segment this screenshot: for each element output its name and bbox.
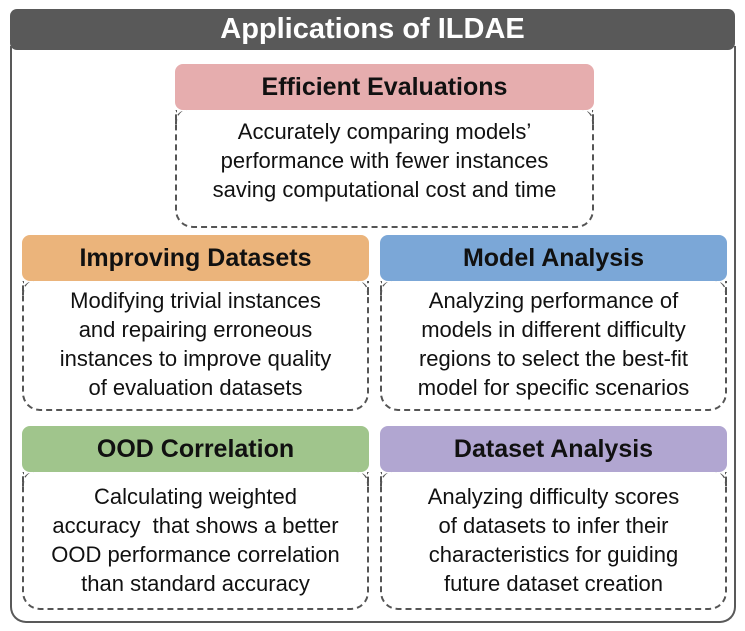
description-line: Analyzing performance of (428, 288, 679, 313)
description-line: future dataset creation (444, 571, 663, 596)
description-line: instances to improve quality (59, 346, 332, 371)
description-line: Modifying trivial instances (70, 288, 321, 313)
applications-container (10, 46, 736, 623)
description-line: model for specific scenarios (417, 375, 690, 400)
diagram-title: Applications of ILDAE (10, 9, 735, 50)
dataset-analysis-description: Analyzing difficulty scores of datasets … (380, 472, 727, 610)
dataset-analysis-header: Dataset Analysis (380, 426, 727, 472)
description-line: performance with fewer instances (220, 148, 549, 173)
description-line: regions to select the best-fit (418, 346, 689, 371)
description-line: of datasets to infer their (438, 513, 669, 538)
ood-correlation-description: Calculating weighted accuracy that shows… (22, 472, 369, 610)
description-line: Accurately comparing models’ (237, 119, 532, 144)
efficient-evaluations-header: Efficient Evaluations (175, 64, 594, 110)
ood-correlation-header: OOD Correlation (22, 426, 369, 472)
model-analysis-header: Model Analysis (380, 235, 727, 281)
description-line: accuracy that shows a better (52, 513, 339, 538)
description-line: OOD performance correlation (51, 542, 340, 567)
description-line: and repairing erroneous (78, 317, 313, 342)
description-line: characteristics for guiding (428, 542, 679, 567)
improving-datasets-header: Improving Datasets (22, 235, 369, 281)
description-line: than standard accuracy (81, 571, 310, 596)
description-line: Analyzing difficulty scores (427, 484, 680, 509)
efficient-evaluations-description: Accurately comparing models’ performance… (175, 110, 594, 228)
description-line: models in different difficulty (421, 317, 686, 342)
improving-datasets-description: Modifying trivial instances and repairin… (22, 281, 369, 411)
description-line: of evaluation datasets (88, 375, 303, 400)
description-line: Calculating weighted (93, 484, 298, 509)
description-line: saving computational cost and time (212, 177, 557, 202)
model-analysis-description: Analyzing performance of models in diffe… (380, 281, 727, 411)
